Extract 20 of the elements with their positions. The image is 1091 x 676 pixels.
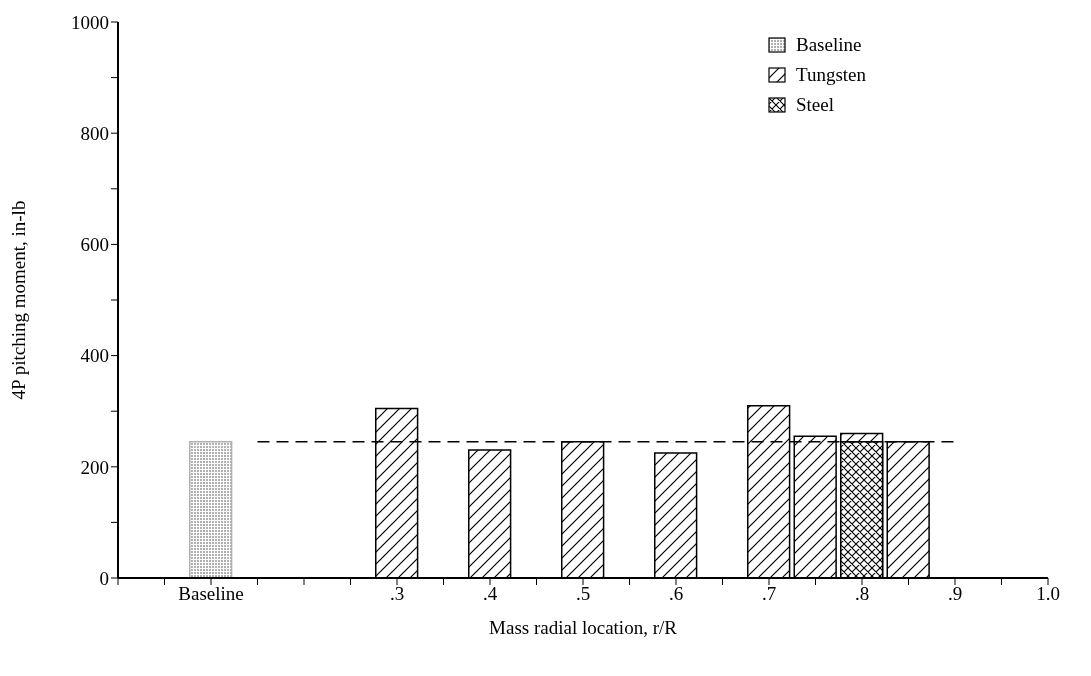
x-tick-label: .9 [947, 583, 963, 605]
legend-label: Baseline [796, 33, 862, 57]
y-tick-label: 1000 [71, 11, 109, 33]
y-tick-label: 800 [80, 122, 109, 144]
x-axis-title: Mass radial location, r/R [489, 617, 678, 638]
y-tick-label: 0 [99, 567, 109, 589]
legend-label: Steel [796, 93, 834, 117]
y-tick-label: 600 [80, 234, 109, 256]
y-tick-label: 200 [80, 456, 109, 478]
x-tick-label: 1.0 [1036, 583, 1060, 605]
y-axis-title: 4P pitching moment, in-lb [7, 200, 29, 400]
x-tick-label: Baseline [178, 583, 244, 605]
y-tick-label: 400 [80, 345, 109, 367]
x-tick-label: .8 [854, 583, 870, 605]
x-tick-label: .6 [668, 583, 684, 605]
x-tick-label: .3 [389, 583, 405, 605]
x-tick-label: .7 [761, 583, 777, 605]
x-tick-label: .5 [575, 583, 591, 605]
x-tick-label: .4 [482, 583, 498, 605]
legend-label: Tungsten [796, 63, 867, 87]
